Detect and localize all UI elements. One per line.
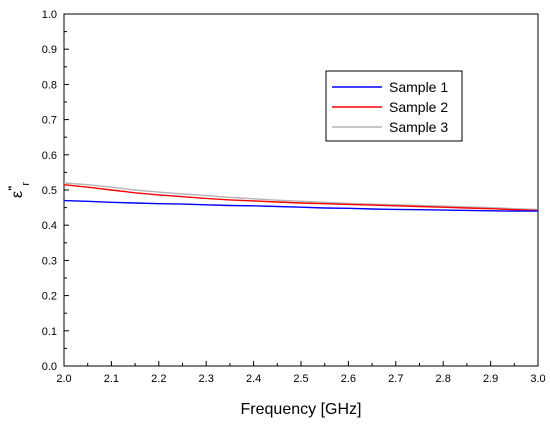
y-tick-label: 0.4 bbox=[42, 220, 57, 232]
x-tick-label: 2.5 bbox=[293, 373, 308, 385]
series-lines bbox=[63, 182, 539, 212]
legend-label: Sample 1 bbox=[389, 79, 448, 95]
x-tick-label: 2.0 bbox=[56, 373, 71, 385]
x-tick-label: 2.4 bbox=[246, 373, 261, 385]
y-tick-label: 0.2 bbox=[42, 291, 57, 303]
x-tick-label: 2.6 bbox=[341, 373, 356, 385]
x-axis-title: Frequency [GHz] bbox=[241, 401, 362, 418]
y-tick-label: 0.5 bbox=[42, 185, 57, 197]
x-tick-label: 2.7 bbox=[388, 373, 403, 385]
legend-label: Sample 2 bbox=[389, 99, 448, 115]
legend-box bbox=[325, 70, 463, 142]
x-tick-label: 2.2 bbox=[151, 373, 166, 385]
y-tick-label: 0.8 bbox=[42, 79, 57, 91]
y-axis-title-sup: " bbox=[7, 186, 19, 191]
legend-label: Sample 3 bbox=[389, 119, 448, 135]
y-axis-title-base: ε bbox=[9, 191, 26, 198]
x-tick-label: 2.8 bbox=[436, 373, 451, 385]
y-axis-title: ε"r bbox=[7, 182, 32, 198]
x-tick-label: 2.9 bbox=[483, 373, 498, 385]
series-line-sample-2 bbox=[63, 184, 539, 212]
y-tick-label: 0.7 bbox=[42, 115, 57, 127]
y-tick-label: 0.1 bbox=[42, 326, 57, 338]
y-tick-label: 0.9 bbox=[42, 44, 57, 56]
y-tick-label: 0.0 bbox=[42, 361, 57, 373]
x-axis-ticks: 2.0 2.1 2.2 2.3 2.4 2.5 2.6 2.7 2.8 2.9 3.0 bbox=[56, 361, 546, 385]
x-tick-label: 2.1 bbox=[104, 373, 119, 385]
x-tick-label: 2.3 bbox=[199, 373, 214, 385]
y-axis-title-sub: r bbox=[20, 182, 32, 186]
x-tick-label: 3.0 bbox=[530, 373, 545, 385]
legend: Sample 1 Sample 2 Sample 3 bbox=[325, 70, 463, 142]
y-tick-label: 0.6 bbox=[42, 150, 57, 162]
y-axis-ticks: 0.0 0.1 0.2 0.3 0.4 0.5 0.6 0.7 0.8 0.9 1.0 bbox=[42, 9, 69, 373]
series-line-sample-3 bbox=[63, 182, 539, 211]
y-tick-label: 1.0 bbox=[42, 9, 57, 21]
series-line-sample-1 bbox=[63, 199, 538, 212]
y-tick-label: 0.3 bbox=[42, 255, 57, 267]
